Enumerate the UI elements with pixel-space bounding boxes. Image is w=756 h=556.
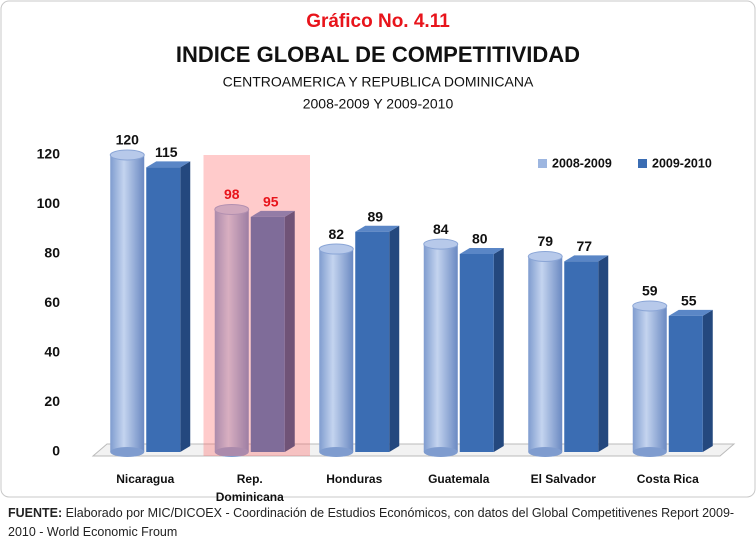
bar xyxy=(528,256,563,452)
value-label: 77 xyxy=(576,238,592,254)
y-tick-label: 0 xyxy=(52,443,60,459)
bar-top xyxy=(668,309,713,316)
bar-top xyxy=(214,203,250,215)
y-tick-label: 80 xyxy=(44,245,60,261)
y-tick-label: 120 xyxy=(37,146,61,162)
x-tick-label: Costa Rica xyxy=(636,472,699,486)
bar-side xyxy=(702,309,713,452)
y-tick-label: 60 xyxy=(44,294,60,310)
bar xyxy=(110,155,145,452)
bar xyxy=(668,315,703,452)
bar-base xyxy=(632,447,667,457)
value-label: 59 xyxy=(642,283,658,299)
source-text: Elaborado por MIC/DICOEX - Coordinación … xyxy=(8,506,735,539)
x-tick-label: Honduras xyxy=(326,472,383,486)
frame xyxy=(0,0,756,498)
y-tick-label: 40 xyxy=(44,344,60,360)
bar xyxy=(355,231,390,452)
bar-top xyxy=(564,255,609,262)
value-label: 95 xyxy=(263,194,279,210)
bar xyxy=(214,209,249,452)
bar-base xyxy=(110,447,145,457)
legend-swatch xyxy=(638,159,647,168)
bar-base xyxy=(423,447,458,457)
bar-top xyxy=(459,248,504,254)
bar-base xyxy=(319,447,354,457)
bar xyxy=(146,167,181,452)
bar-top xyxy=(146,161,191,168)
legend-swatch xyxy=(538,159,547,168)
bar-side xyxy=(180,161,191,452)
bar xyxy=(564,261,599,452)
x-tick-label: Guatemala xyxy=(428,472,490,486)
bar-base xyxy=(214,447,249,457)
chart-title: INDICE GLOBAL DE COMPETITIVIDAD xyxy=(176,42,580,67)
x-tick-label: Nicaragua xyxy=(116,472,175,486)
value-label: 120 xyxy=(116,132,140,148)
bar-top xyxy=(109,149,145,161)
value-label: 82 xyxy=(328,226,344,242)
value-label: 79 xyxy=(537,233,553,249)
x-tick-label: Rep. Dominicana xyxy=(215,472,284,504)
bar-top xyxy=(250,210,295,217)
subtitle: CENTROAMERICA Y REPUBLICA DOMINICANA xyxy=(223,74,534,90)
bar-top xyxy=(355,225,400,232)
bar-top xyxy=(423,238,459,250)
kicker: Gráfico No. 4.11 xyxy=(306,11,450,32)
bar-side xyxy=(284,210,295,452)
bar-top xyxy=(527,250,563,262)
highlight xyxy=(203,155,310,456)
subtitle2: 2008-2009 Y 2009-2010 xyxy=(303,96,454,112)
x-tick-label: El Salvador xyxy=(530,472,596,486)
bar xyxy=(459,254,494,452)
bar xyxy=(632,305,667,452)
bar-side xyxy=(389,225,400,452)
bar-top xyxy=(632,300,668,312)
value-label: 115 xyxy=(155,144,178,160)
value-label: 89 xyxy=(367,208,383,224)
value-label: 84 xyxy=(433,221,449,237)
bar xyxy=(319,249,354,452)
value-label: 55 xyxy=(681,293,697,309)
source-label: FUENTE: xyxy=(8,506,63,520)
bar-base xyxy=(528,447,563,457)
bar xyxy=(250,216,285,452)
legend-label: 2008-2009 xyxy=(552,156,612,170)
bar-side xyxy=(493,248,504,452)
value-label: 80 xyxy=(472,231,488,247)
source: FUENTE: Elaborado por MIC/DICOEX - Coord… xyxy=(8,504,748,542)
bar-side xyxy=(598,255,609,452)
bar-top xyxy=(318,243,354,255)
bar xyxy=(423,244,458,452)
legend-label: 2009-2010 xyxy=(652,156,712,170)
y-tick-label: 20 xyxy=(44,393,60,409)
value-label: 98 xyxy=(224,186,240,202)
y-tick-label: 100 xyxy=(37,195,61,211)
